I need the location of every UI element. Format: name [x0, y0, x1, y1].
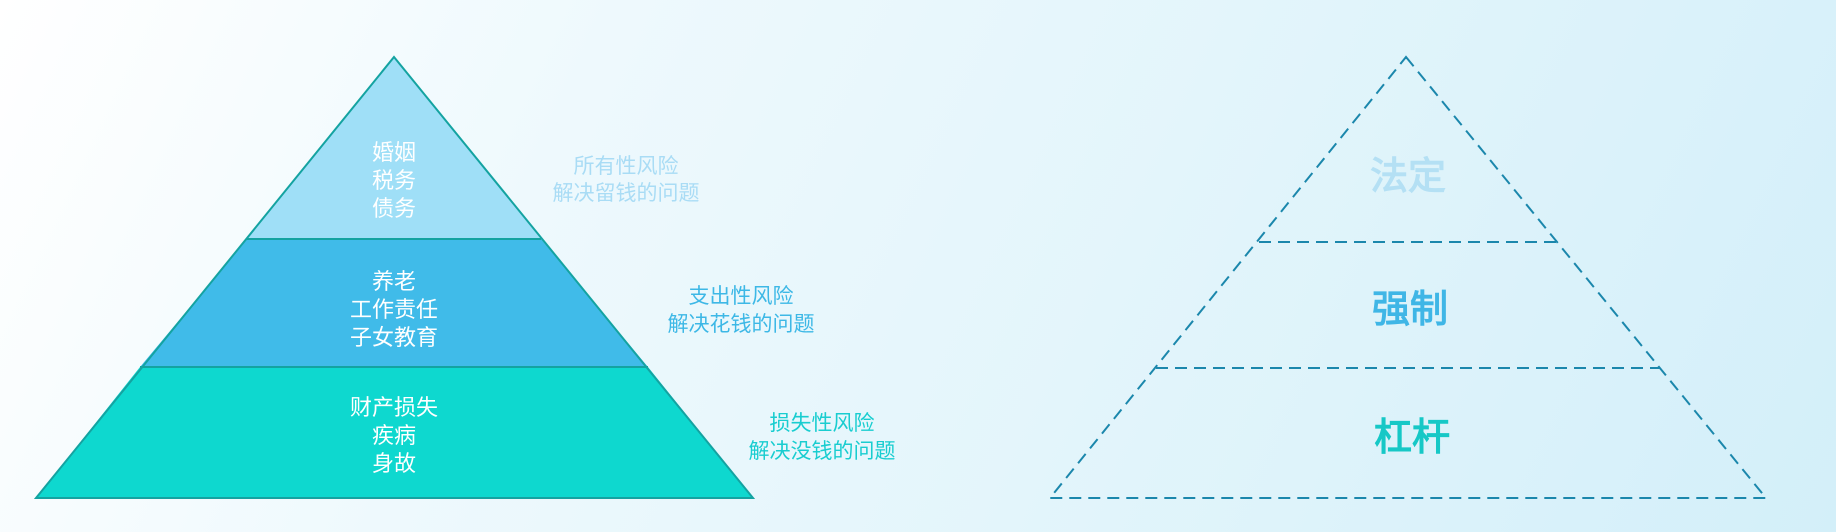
right-tier-top-label: 法定 [1370, 153, 1446, 198]
tier-top-line-2: 税务 [372, 169, 416, 194]
right-pyramid-outline [1047, 55, 1769, 499]
right-pyramid: 法定 强制 杠杆 [1047, 55, 1769, 499]
note-bottom-line-2: 解决没钱的问题 [749, 439, 896, 463]
right-tier-bottom-label: 杠杆 [1374, 414, 1450, 459]
tier-top-line-3: 债务 [372, 197, 416, 222]
note-middle-line-1: 支出性风险 [689, 284, 794, 308]
note-top-line-2: 解决留钱的问题 [553, 181, 700, 205]
left-pyramid-tier-bottom [36, 367, 753, 498]
tier-middle-line-1: 养老 [372, 270, 416, 295]
left-pyramid-tier-middle [140, 239, 648, 367]
tier-top-line-1: 婚姻 [372, 141, 416, 166]
tier-middle-line-2: 工作责任 [350, 298, 438, 323]
note-middle-line-2: 解决花钱的问题 [668, 312, 815, 336]
left-pyramid-tier-top [247, 57, 541, 239]
tier-bottom-line-1: 财产损失 [350, 396, 438, 421]
note-bottom-line-1: 损失性风险 [770, 411, 875, 435]
left-pyramid: 婚姻 税务 债务 养老 工作责任 子女教育 财产损失 疾病 身故 [33, 55, 756, 499]
right-tier-middle-label: 强制 [1372, 286, 1448, 331]
tier-bottom-line-2: 疾病 [372, 424, 416, 449]
left-pyramid-outline [33, 55, 756, 499]
risk-notes: 所有性风险 解决留钱的问题 支出性风险 解决花钱的问题 损失性风险 解决没钱的问… [553, 154, 896, 463]
note-top-line-1: 所有性风险 [574, 154, 679, 178]
tier-middle-line-3: 子女教育 [350, 326, 438, 351]
tier-bottom-line-3: 身故 [372, 452, 416, 477]
